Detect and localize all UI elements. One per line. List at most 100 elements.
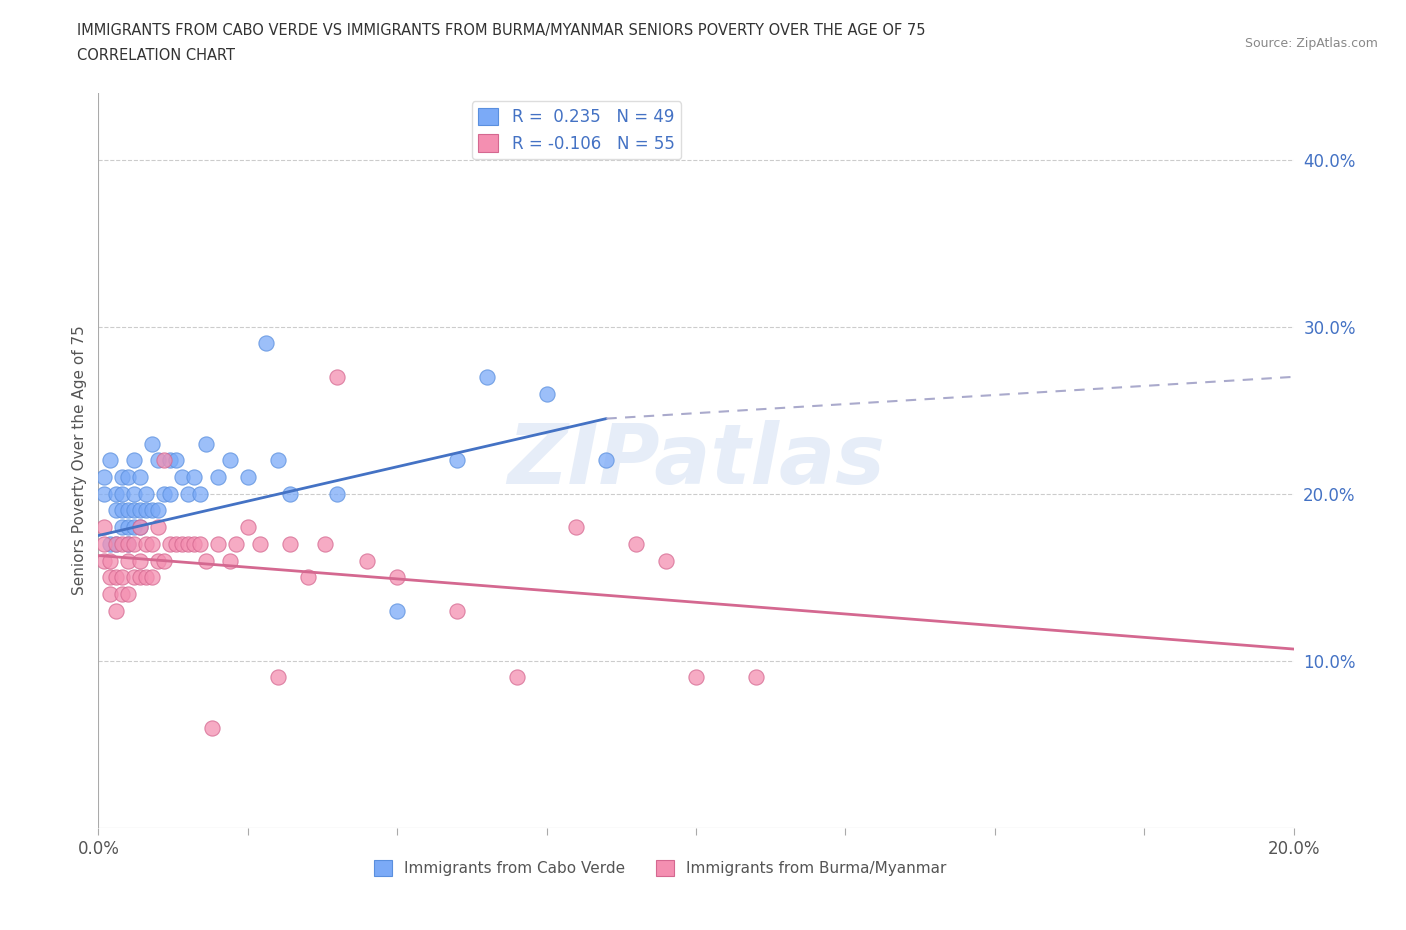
Point: [278, 486, 301, 501]
Point: [93, 486, 115, 501]
Point: [236, 470, 259, 485]
Point: [356, 553, 378, 568]
Point: [129, 520, 152, 535]
Legend: Immigrants from Cabo Verde, Immigrants from Burma/Myanmar: Immigrants from Cabo Verde, Immigrants f…: [367, 855, 953, 883]
Point: [111, 503, 134, 518]
Point: [219, 553, 242, 568]
Point: [172, 537, 194, 551]
Point: [153, 553, 176, 568]
Point: [207, 537, 229, 551]
Point: [117, 537, 139, 551]
Point: [188, 537, 211, 551]
Point: [655, 553, 678, 568]
Point: [177, 537, 200, 551]
Point: [129, 503, 152, 518]
Point: [195, 553, 218, 568]
Point: [105, 537, 128, 551]
Point: [129, 553, 152, 568]
Point: [148, 503, 170, 518]
Point: [135, 570, 157, 585]
Point: [117, 537, 139, 551]
Point: [188, 486, 211, 501]
Point: [93, 470, 115, 485]
Point: [93, 553, 115, 568]
Point: [129, 520, 152, 535]
Point: [165, 453, 187, 468]
Point: [93, 520, 115, 535]
Point: [148, 553, 170, 568]
Point: [595, 453, 617, 468]
Point: [153, 486, 176, 501]
Point: [105, 503, 128, 518]
Point: [177, 486, 200, 501]
Point: [124, 520, 146, 535]
Point: [111, 587, 134, 602]
Point: [141, 537, 163, 551]
Point: [195, 436, 218, 451]
Point: [105, 486, 128, 501]
Point: [297, 570, 319, 585]
Point: [446, 604, 468, 618]
Point: [111, 470, 134, 485]
Point: [105, 604, 128, 618]
Text: CORRELATION CHART: CORRELATION CHART: [77, 48, 235, 63]
Point: [475, 369, 498, 384]
Point: [565, 520, 588, 535]
Point: [207, 470, 229, 485]
Point: [148, 520, 170, 535]
Point: [105, 570, 128, 585]
Point: [135, 537, 157, 551]
Point: [159, 486, 181, 501]
Point: [135, 486, 157, 501]
Point: [153, 453, 176, 468]
Point: [225, 537, 247, 551]
Point: [254, 336, 277, 351]
Point: [385, 570, 409, 585]
Text: IMMIGRANTS FROM CABO VERDE VS IMMIGRANTS FROM BURMA/MYANMAR SENIORS POVERTY OVER: IMMIGRANTS FROM CABO VERDE VS IMMIGRANTS…: [77, 23, 925, 38]
Point: [745, 670, 768, 684]
Point: [326, 369, 349, 384]
Point: [626, 537, 648, 551]
Point: [124, 537, 146, 551]
Point: [219, 453, 242, 468]
Point: [159, 537, 181, 551]
Point: [506, 670, 529, 684]
Point: [249, 537, 271, 551]
Point: [685, 670, 707, 684]
Point: [141, 436, 163, 451]
Point: [278, 537, 301, 551]
Point: [111, 570, 134, 585]
Y-axis label: Seniors Poverty Over the Age of 75: Seniors Poverty Over the Age of 75: [72, 326, 87, 595]
Point: [124, 486, 146, 501]
Point: [536, 386, 558, 401]
Point: [172, 470, 194, 485]
Point: [124, 453, 146, 468]
Point: [129, 570, 152, 585]
Point: [148, 453, 170, 468]
Point: [98, 453, 122, 468]
Point: [105, 537, 128, 551]
Point: [124, 570, 146, 585]
Point: [446, 453, 468, 468]
Point: [135, 503, 157, 518]
Point: [117, 503, 139, 518]
Point: [98, 570, 122, 585]
Point: [267, 453, 290, 468]
Point: [141, 570, 163, 585]
Point: [326, 486, 349, 501]
Text: ZIPatlas: ZIPatlas: [508, 419, 884, 501]
Point: [111, 537, 134, 551]
Point: [117, 553, 139, 568]
Point: [267, 670, 290, 684]
Point: [111, 486, 134, 501]
Point: [201, 720, 224, 735]
Point: [93, 537, 115, 551]
Point: [183, 470, 205, 485]
Point: [98, 537, 122, 551]
Point: [129, 470, 152, 485]
Point: [117, 587, 139, 602]
Point: [141, 503, 163, 518]
Text: Source: ZipAtlas.com: Source: ZipAtlas.com: [1244, 37, 1378, 50]
Point: [183, 537, 205, 551]
Point: [159, 453, 181, 468]
